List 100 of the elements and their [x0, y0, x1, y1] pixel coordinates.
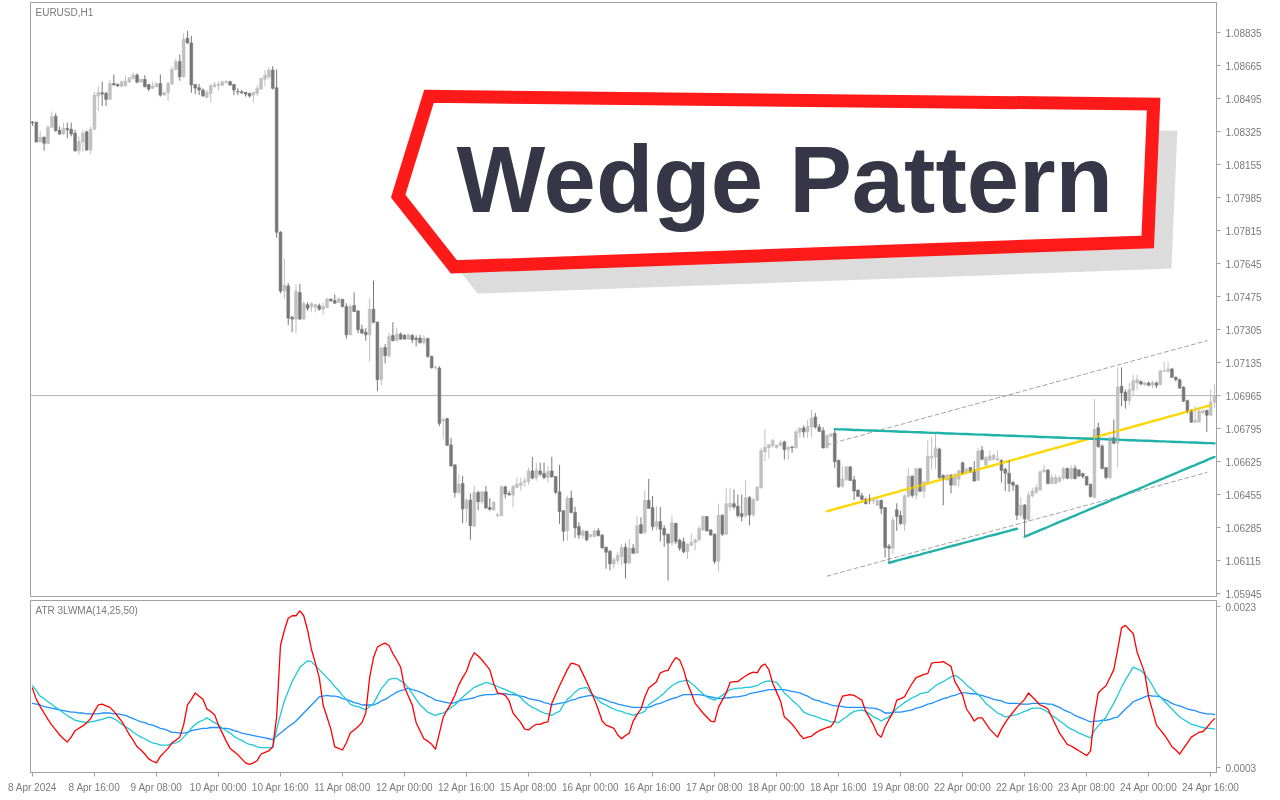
x-tick-label: 10 Apr 16:00	[251, 781, 310, 793]
candlestick	[309, 301, 314, 313]
y-tick-label: 0.0003	[1225, 762, 1257, 774]
y-tick-label: 1.05945	[1225, 588, 1263, 600]
candlestick	[189, 35, 194, 94]
candlestick	[519, 477, 523, 492]
x-tick-label: 12 Apr 16:00	[437, 781, 496, 793]
x-tick-label: 8 Apr 2024	[7, 781, 57, 793]
candlestick	[612, 556, 616, 570]
y-tick-label: 1.08325	[1225, 126, 1263, 138]
candlestick	[224, 79, 228, 84]
candlestick	[565, 495, 569, 542]
y-tick-label: 1.07135	[1225, 357, 1263, 369]
candlestick	[158, 74, 163, 98]
chart-subtitle: ATR 3LWMA(14,25,50)	[35, 604, 138, 616]
x-tick-label: 24 Apr 00:00	[1120, 781, 1178, 793]
candlestick	[581, 528, 585, 540]
x-tick-label: 11 Apr 08:00	[314, 781, 371, 793]
y-tick-label: 1.08835	[1225, 27, 1263, 39]
candlestick	[1019, 497, 1023, 518]
candlestick	[34, 120, 39, 143]
x-tick-label: 10 Apr 00:00	[189, 781, 247, 793]
x-tick-label: 23 Apr 08:00	[1058, 781, 1116, 793]
candlestick	[282, 258, 287, 300]
candlestick	[534, 462, 538, 482]
x-tick-label: 16 Apr 00:00	[561, 781, 620, 793]
candlestick	[112, 74, 116, 86]
candlestick	[592, 528, 597, 538]
candlestick	[1061, 466, 1066, 481]
line-series	[31, 687, 1216, 741]
y-tick-label: 1.07305	[1225, 324, 1263, 336]
x-tick-label: 15 Apr 08:00	[499, 781, 558, 793]
x-tick-label: 16 Apr 16:00	[623, 781, 682, 793]
candlestick	[209, 83, 213, 104]
candlestick	[988, 449, 992, 462]
candlestick	[410, 333, 414, 344]
candlestick	[658, 506, 663, 543]
candlestick	[457, 473, 461, 495]
candlestick	[716, 503, 721, 572]
candlestick	[1205, 409, 1209, 433]
candlestick	[786, 445, 790, 460]
candlestick	[302, 300, 306, 321]
candlestick	[538, 462, 542, 477]
candlestick	[736, 493, 740, 519]
y-tick-label: 1.07475	[1225, 291, 1263, 303]
candlestick	[240, 89, 244, 95]
x-tick-label: 17 Apr 08:00	[685, 781, 744, 793]
y-tick-label: 1.06625	[1225, 456, 1263, 468]
candlestick	[740, 493, 744, 523]
candlestick	[654, 505, 659, 531]
y-tick-label: 1.06285	[1225, 522, 1263, 534]
candlestick	[85, 130, 89, 152]
x-tick-label: 22 Apr 00:00	[934, 781, 992, 793]
candlestick	[895, 502, 899, 532]
candlestick	[116, 82, 120, 88]
candlestick	[802, 424, 806, 438]
candlestick	[379, 345, 383, 386]
candlestick	[933, 433, 938, 470]
candlestick	[472, 485, 476, 528]
candlestick	[402, 333, 407, 341]
line-series	[31, 660, 1216, 749]
candlestick	[317, 303, 321, 312]
candlestick	[333, 293, 337, 305]
y-tick-label: 1.07985	[1225, 192, 1263, 204]
y-tick-label: 1.08495	[1225, 93, 1263, 105]
candlestick	[127, 76, 132, 84]
candlestick	[313, 303, 318, 314]
candlestick	[1038, 469, 1042, 492]
candlestick	[503, 485, 507, 499]
y-tick-label: 1.06965	[1225, 390, 1263, 402]
candlestick	[526, 467, 531, 486]
x-tick-label: 9 Apr 08:00	[130, 781, 183, 793]
candlestick	[433, 364, 438, 371]
x-tick-label: 22 Apr 16:00	[996, 781, 1054, 793]
y-tick-label: 1.07645	[1225, 258, 1263, 270]
y-tick-label: 1.06115	[1225, 555, 1262, 567]
candlestick	[1143, 380, 1147, 387]
y-tick-label: 1.06455	[1225, 489, 1263, 501]
candlestick	[782, 440, 787, 460]
candlestick	[100, 81, 104, 107]
candlestick	[1193, 405, 1197, 424]
x-tick-label: 24 Apr 16:00	[1182, 781, 1240, 793]
candlestick	[147, 83, 151, 92]
candlestick	[790, 445, 794, 454]
candlestick	[1158, 369, 1162, 386]
candlestick	[643, 490, 647, 535]
candlestick	[220, 80, 225, 87]
candlestick	[685, 543, 690, 560]
x-tick-label: 8 Apr 16:00	[68, 781, 121, 793]
candlestick	[507, 490, 511, 497]
candlestick	[61, 122, 66, 136]
y-tick-label: 1.07815	[1225, 225, 1263, 237]
candlestick	[771, 438, 775, 449]
candlestick	[937, 447, 942, 480]
candlestick	[38, 130, 42, 143]
candlestick	[840, 465, 845, 489]
candlestick	[1146, 380, 1151, 387]
candlestick	[441, 417, 445, 440]
candlestick	[395, 326, 399, 342]
y-tick-label: 1.08665	[1225, 60, 1263, 72]
